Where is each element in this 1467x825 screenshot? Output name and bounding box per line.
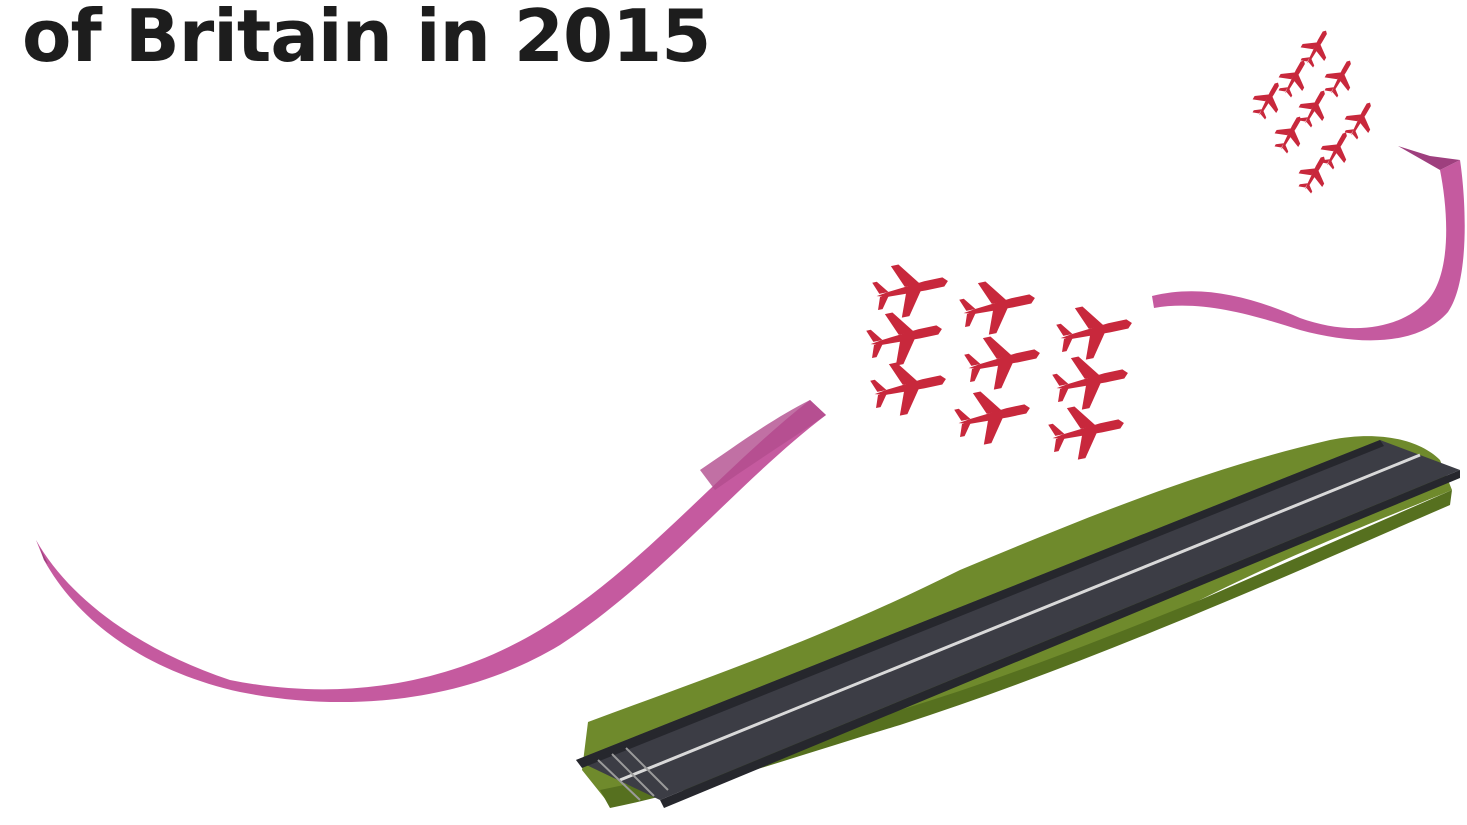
- red-arrow-jet-icon: [1319, 53, 1362, 101]
- smoke-trail-right-body: [1152, 160, 1465, 341]
- red-arrow-jet-icon: [1247, 75, 1290, 123]
- smoke-trail-left-twist: [36, 540, 48, 564]
- red-arrow-jet-icon: [867, 353, 952, 421]
- red-arrow-jet-icon: [869, 255, 954, 323]
- red-arrow-jet-icon: [956, 272, 1041, 340]
- red-arrow-jet-icon: [1293, 149, 1336, 197]
- main-jet-formation: [863, 255, 1138, 465]
- smoke-trail-left-body: [36, 400, 826, 703]
- smoke-trail-right-icon: [1152, 146, 1465, 341]
- smoke-trail-left-icon: [36, 400, 826, 703]
- red-arrow-jet-icon: [961, 327, 1046, 395]
- red-arrow-jet-icon: [1053, 297, 1138, 365]
- red-arrow-jet-icon: [1269, 109, 1312, 157]
- runway-centerline: [619, 453, 1421, 782]
- headline: of Britain in 2015: [22, 0, 711, 78]
- red-arrow-jet-icon: [951, 382, 1036, 450]
- runway-icon: [576, 436, 1460, 808]
- distant-jet-formation: [1247, 23, 1382, 197]
